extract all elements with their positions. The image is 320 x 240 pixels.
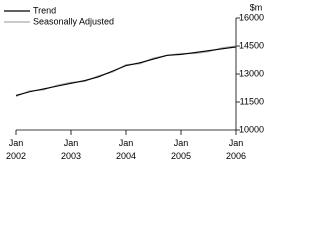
y-tick-label: 16000 [239,12,264,22]
x-tick-label: Jan 2006 [226,138,246,161]
x-tick-label: Jan 2002 [6,138,26,161]
y-tick-label: 13000 [239,68,264,78]
y-axis-label: $m [250,2,263,12]
x-tick-label: Jan 2003 [61,138,81,161]
series-line [15,45,237,97]
chart: $m 10000 11500 13000 14500 16000 Jan 2002 Jan 20… [4,2,264,161]
series-line [15,46,237,96]
legend-label: Trend [33,5,56,15]
x-tick-label: Jan 2004 [116,138,136,161]
legend-label: Seasonally Adjusted [33,16,114,26]
y-tick-label: 14500 [239,40,264,50]
y-tick-label: 11500 [240,96,264,106]
x-tick-label: Jan 2005 [171,138,191,161]
y-tick-label: 10000 [239,124,264,134]
